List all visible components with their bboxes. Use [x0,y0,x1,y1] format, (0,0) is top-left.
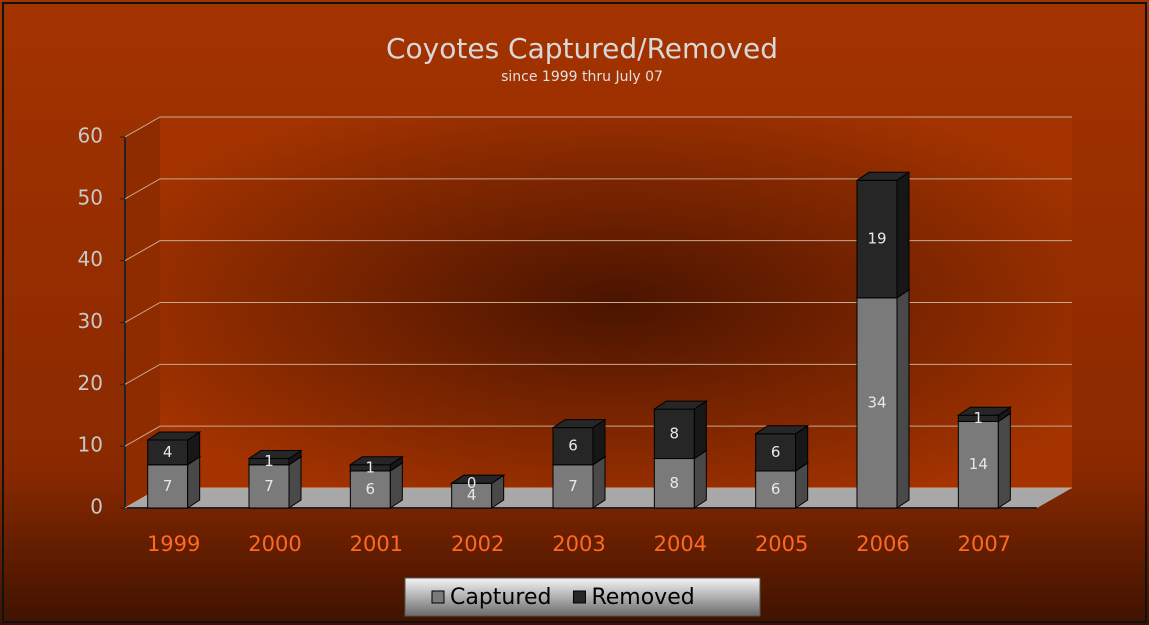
bar-segment [348,455,404,472]
legend-swatch [572,590,586,604]
bar-top [855,171,911,181]
bar-side [997,412,1011,509]
bar-front [957,420,999,509]
grid-line [124,240,1072,262]
bar-top [754,425,810,435]
bar-segment [754,424,810,472]
bar-front [653,458,695,509]
grid-line [124,178,1072,200]
value-label: 4 [467,486,477,504]
value-label: 4 [163,443,173,461]
value-label: 8 [670,424,680,442]
legend-label: Removed [591,585,694,610]
legend-swatch [431,590,445,604]
grid-line [124,302,1072,323]
bar-segment [247,449,303,466]
bar-segment [956,406,1012,423]
grid-line [124,116,1072,138]
bar-side [693,400,707,460]
x-tick-label: 2001 [350,532,403,556]
value-label: 7 [264,477,274,495]
value-label: 6 [771,443,781,461]
bar-segment [754,461,810,509]
chart-title: Coyotes Captured/Removed [386,32,778,65]
bar-top [956,406,1012,416]
x-tick-label: 2002 [451,532,504,556]
bar-side [187,455,201,509]
value-label: 6 [568,437,578,455]
value-label: 8 [670,474,680,492]
bar-segment [855,171,911,299]
bar-top [247,450,303,460]
bar-front [755,433,797,472]
bar-front [856,297,898,509]
value-label: 0 [467,474,477,492]
x-tick-label: 2005 [755,532,808,556]
value-label: 19 [867,230,886,248]
bar-side [288,455,302,509]
value-label: 7 [568,477,578,495]
y-tick-label: 40 [78,247,103,271]
grid-line [124,363,1072,385]
x-tick-label: 2003 [552,532,605,556]
bar-front [653,408,695,460]
y-tick-label: 0 [90,495,103,519]
y-tick-label: 10 [78,433,103,457]
y-tick-label: 50 [78,185,103,209]
value-label: 1 [264,452,274,470]
x-tick-label: 2004 [654,532,707,556]
chart-subtitle: since 1999 thru July 07 [501,69,663,85]
bar-segment [146,431,202,466]
bar-top [146,431,202,441]
bar-side [896,288,910,509]
bar-side [693,449,707,509]
bar-front [451,482,493,509]
bar-top [348,456,404,466]
bar-top [450,474,506,484]
bar-segment [652,400,708,460]
y-tick-label: 30 [78,309,103,333]
x-tick-label: 2007 [958,532,1011,556]
value-label: 7 [163,477,173,495]
bar-front [248,464,290,509]
bar-top [551,419,607,429]
bar-segment [855,288,911,509]
x-tick-label: 2000 [248,532,301,556]
bar-segment [551,418,607,466]
legend-label: Captured [450,585,551,610]
value-label: 34 [867,393,886,411]
bar-front [349,470,391,509]
value-label: 1 [974,409,984,427]
y-tick-label: 60 [78,124,103,148]
value-label: 1 [366,458,376,476]
bar-segment [450,474,506,484]
value-label: 6 [771,480,781,498]
bar-side [896,171,910,299]
x-tick-label: 1999 [147,532,200,556]
value-label: 6 [366,480,376,498]
bar-top [652,400,708,410]
y-tick-label: 20 [78,371,103,395]
bar-segment [652,449,708,509]
bar-side [592,455,606,509]
value-label: 14 [969,455,988,473]
x-tick-label: 2006 [856,532,909,556]
